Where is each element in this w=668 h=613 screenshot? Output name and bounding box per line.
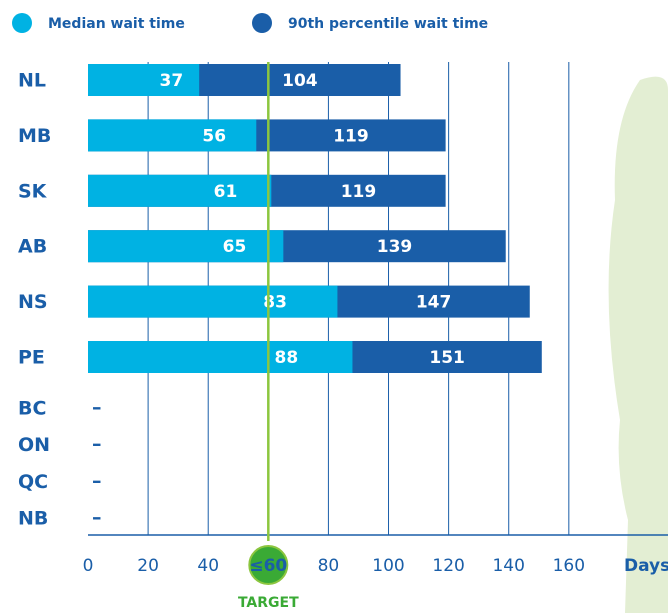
- data-label: 151: [429, 348, 465, 368]
- data-label: 83: [263, 293, 287, 313]
- missing-label: –: [92, 470, 102, 492]
- x-tick-label: 0: [83, 556, 94, 576]
- y-tick-label: NL: [18, 70, 46, 92]
- chart: Median wait time 90th percentile wait tim…: [0, 0, 668, 613]
- y-tick-label: NB: [18, 508, 48, 530]
- bar: [88, 119, 256, 151]
- x-tick-label: ≤60: [249, 556, 287, 576]
- y-tick-label: AB: [18, 236, 47, 258]
- data-label: 104: [282, 71, 318, 91]
- missing-label: –: [92, 507, 102, 529]
- y-tick-label: SK: [18, 180, 48, 202]
- y-tick-label: NS: [18, 291, 48, 313]
- legend-marker: [12, 13, 32, 33]
- data-label: 65: [223, 237, 247, 257]
- data-label: 37: [160, 71, 184, 91]
- legend-marker: [252, 13, 272, 33]
- data-label: 119: [341, 182, 377, 202]
- x-tick-label: 100: [372, 556, 404, 576]
- bar: [88, 230, 283, 262]
- y-tick-label: MB: [18, 125, 51, 147]
- y-tick-label: BC: [18, 398, 46, 420]
- data-label: 61: [214, 182, 238, 202]
- background-figure: [609, 77, 668, 613]
- missing-label: –: [92, 433, 102, 455]
- y-tick-label: PE: [18, 347, 45, 369]
- x-tick-label: 120: [432, 556, 464, 576]
- x-axis-label: Days: [624, 556, 668, 576]
- data-label: 147: [416, 293, 452, 313]
- x-tick-label: 80: [318, 556, 340, 576]
- x-tick-label: 160: [553, 556, 585, 576]
- legend-label: 90th percentile wait time: [288, 16, 488, 32]
- bar: [88, 341, 352, 373]
- data-label: 139: [377, 237, 413, 257]
- target-label: TARGET: [238, 595, 299, 611]
- bar: [88, 175, 271, 207]
- data-label: 119: [333, 126, 369, 146]
- x-tick-label: 40: [197, 556, 219, 576]
- bar: [88, 286, 337, 318]
- x-tick-label: 140: [492, 556, 524, 576]
- missing-label: –: [92, 397, 102, 419]
- y-tick-label: ON: [18, 434, 50, 456]
- x-tick-label: 20: [137, 556, 159, 576]
- data-label: 56: [202, 126, 226, 146]
- y-tick-label: QC: [18, 471, 48, 493]
- legend-label: Median wait time: [48, 16, 185, 32]
- data-label: 88: [275, 348, 299, 368]
